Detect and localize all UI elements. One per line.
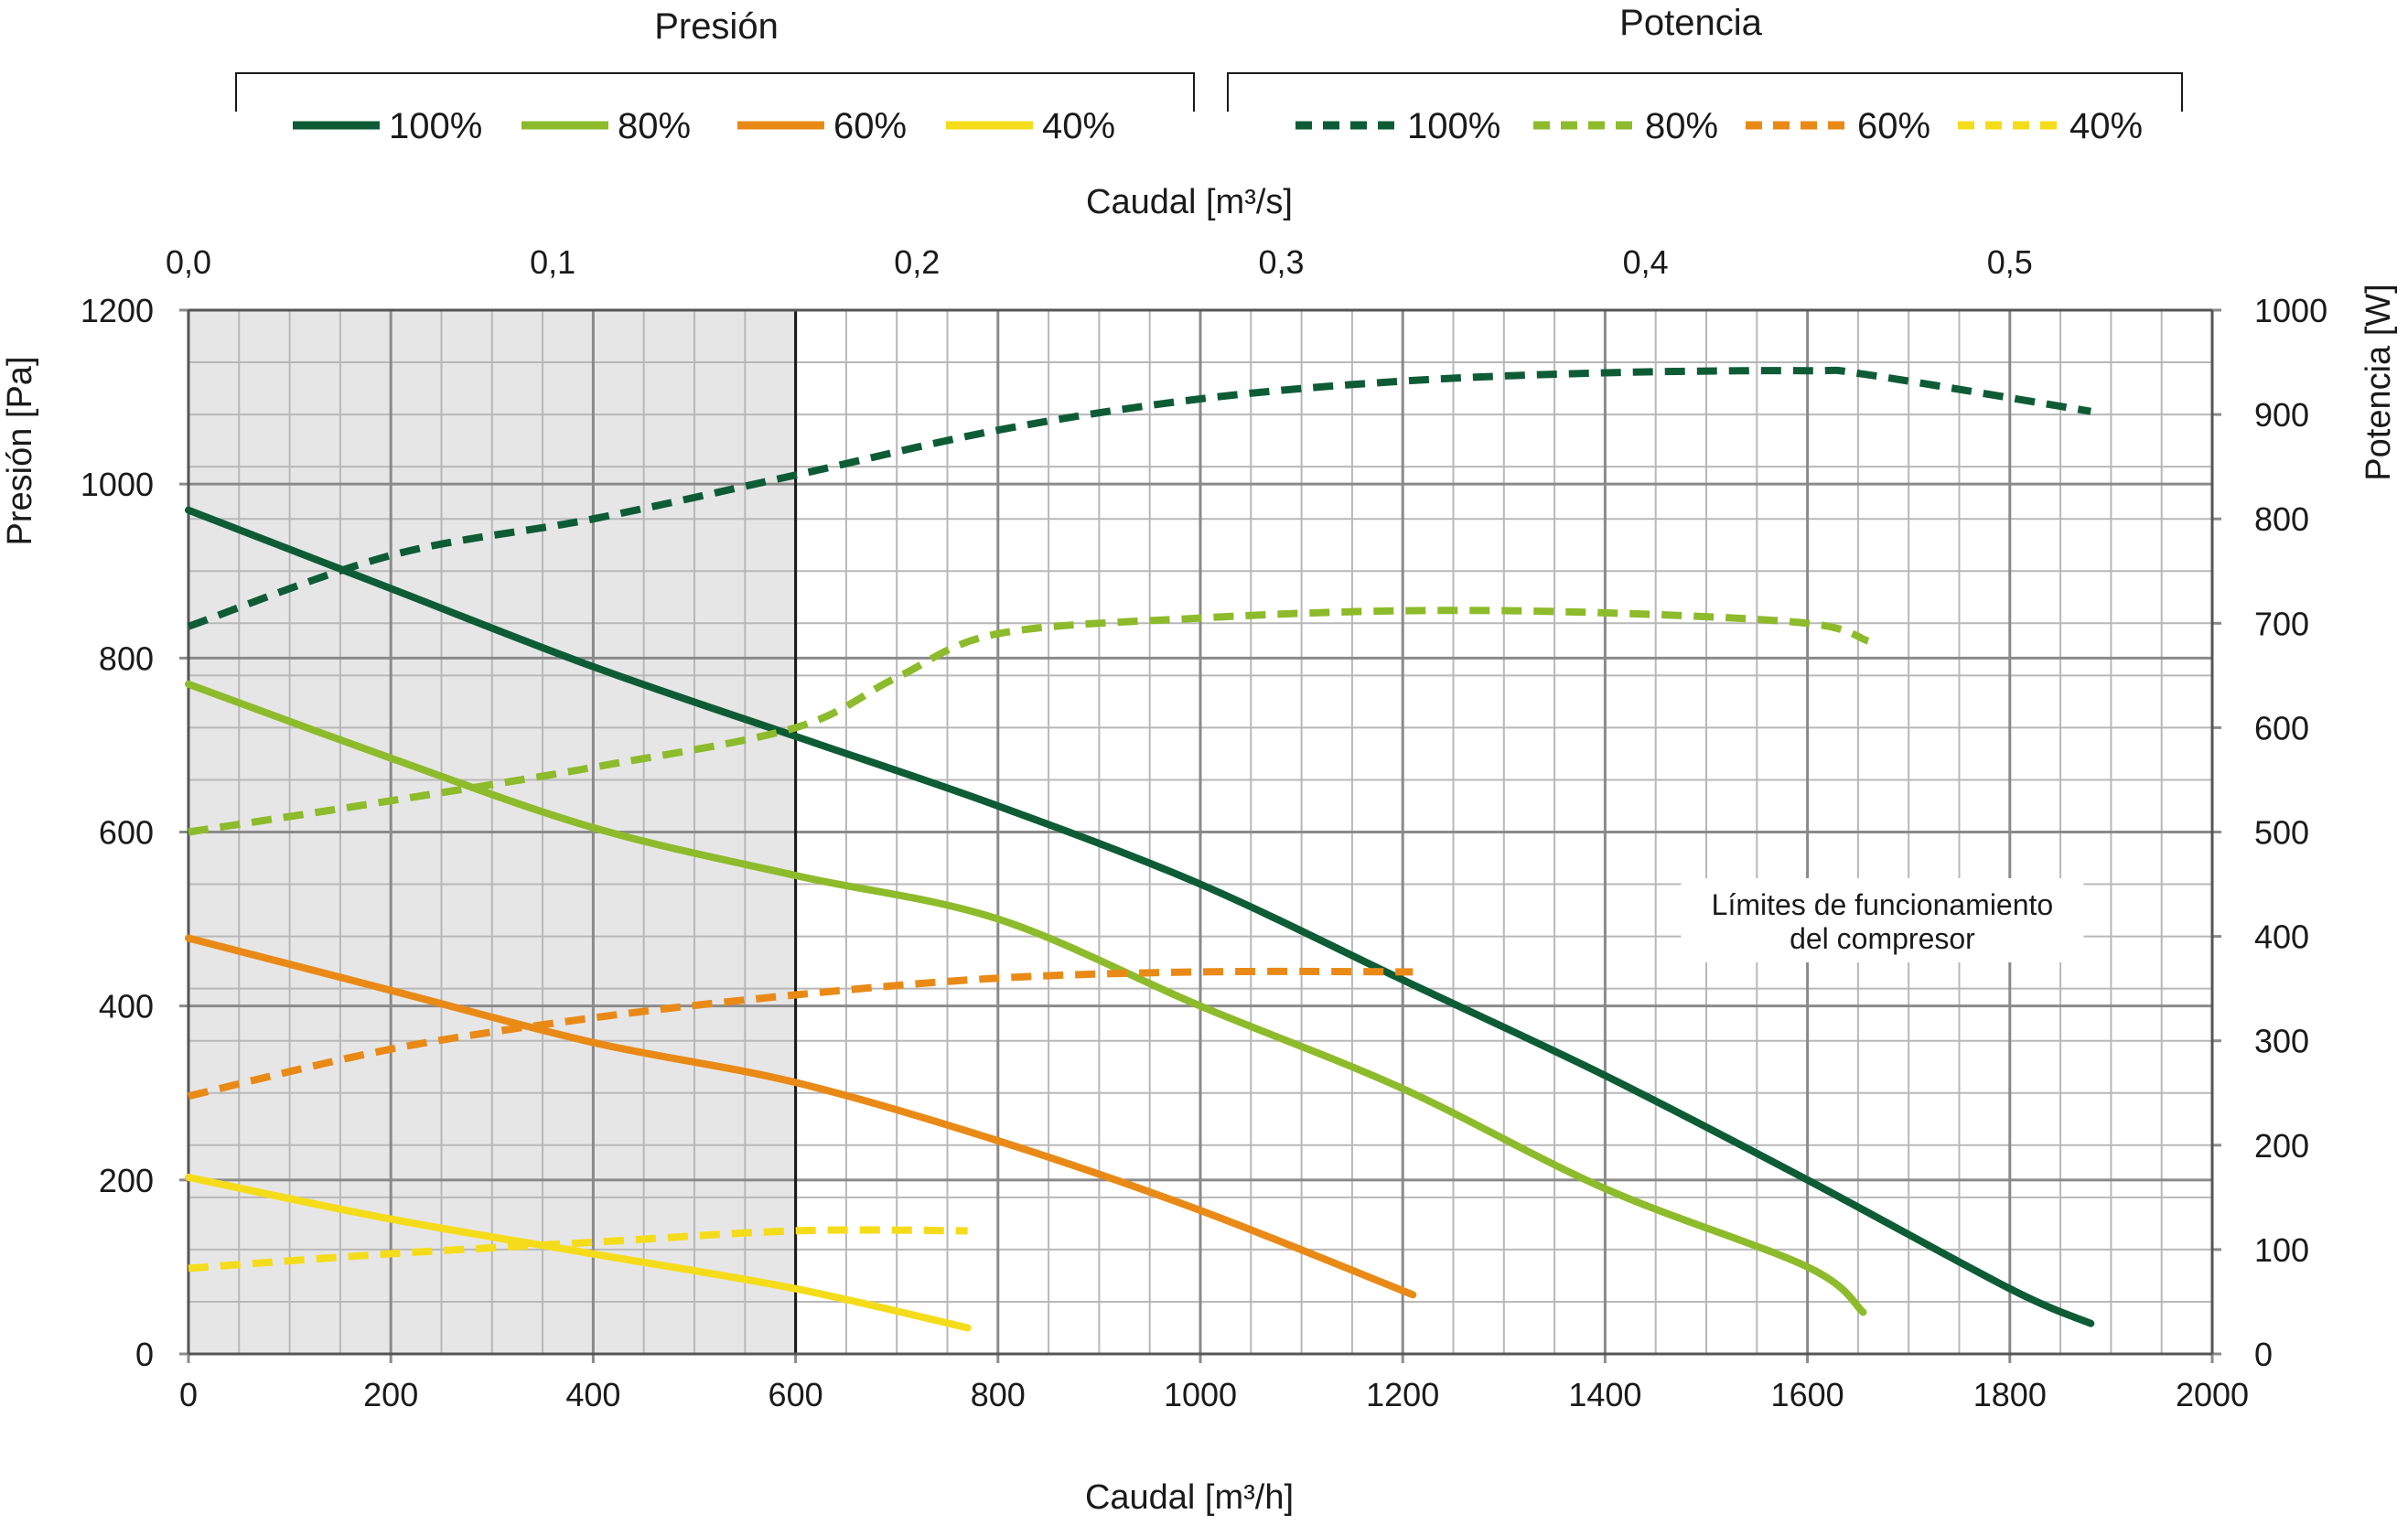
legend-power-label: 80%	[1645, 106, 1718, 146]
y-right-tick-label: 800	[2254, 500, 2309, 538]
annotation-text: del compresor	[1790, 922, 1975, 955]
x-top-tick-label: 0,0	[166, 243, 211, 281]
legend-pressure-label: 40%	[1042, 106, 1115, 146]
x-bottom-tick-label: 800	[971, 1376, 1026, 1413]
y-right-tick-label: 600	[2254, 709, 2309, 746]
x-top-tick-label: 0,4	[1623, 243, 1669, 281]
x-top-axis-title: Caudal [m³/s]	[1086, 183, 1293, 221]
legend-pressure-label: 80%	[618, 106, 691, 146]
y-right-tick-label: 0	[2254, 1336, 2273, 1373]
power-line-40	[188, 1226, 968, 1273]
legend-power-label: 40%	[2069, 106, 2143, 146]
y-left-tick-label: 1000	[81, 466, 154, 503]
y-right-axis-title: Potencia [W]	[2360, 284, 2398, 480]
legend-power-bracket	[1227, 72, 2183, 112]
annotation-box	[1681, 878, 2084, 962]
legend: Presión Potencia 100% 100% 80% 80% 60% 60% 40%…	[235, 3, 2183, 146]
y-right-tick-label: 400	[2254, 918, 2309, 956]
y-right-tick-label: 300	[2254, 1023, 2309, 1060]
y-left-tick-label: 600	[99, 814, 154, 852]
legend-power-title: Potencia	[1619, 3, 1762, 43]
legend-power-label: 100%	[1407, 106, 1500, 146]
pressure-line-100	[185, 506, 2095, 1327]
y-right-tick-label: 100	[2254, 1231, 2309, 1269]
x-bottom-axis-title: Caudal [m³/h]	[1085, 1478, 1294, 1517]
x-bottom-tick-label: 1200	[1366, 1376, 1439, 1413]
x-bottom-tick-label: 1000	[1164, 1376, 1237, 1413]
x-top-tick-label: 0,5	[1987, 243, 2033, 281]
y-right-tick-label: 1000	[2254, 292, 2327, 329]
y-right-tick-label: 700	[2254, 605, 2309, 642]
legend-pressure-title: Presión	[654, 6, 779, 47]
plot-area: 0 200 400 600 800 1000 1200 1400 1600 1800 2000020…	[81, 243, 2327, 1413]
power-line-60	[188, 967, 1414, 1101]
legend-pressure-label: 100%	[389, 106, 482, 146]
y-left-tick-label: 200	[99, 1162, 154, 1199]
x-bottom-tick-label: 1800	[1973, 1376, 2047, 1413]
annotation-text: Límites de funcionamiento	[1712, 888, 2054, 921]
x-top-tick-label: 0,1	[530, 243, 575, 281]
power-line-100	[187, 366, 2091, 630]
y-left-tick-label: 400	[99, 988, 154, 1026]
y-left-axis-title: Presión [Pa]	[1, 357, 39, 546]
legend-pressure-label: 60%	[833, 106, 907, 146]
x-bottom-tick-label: 1600	[1771, 1376, 1844, 1413]
x-bottom-tick-label: 400	[565, 1376, 620, 1413]
x-top-tick-label: 0,3	[1258, 243, 1304, 281]
x-bottom-tick-label: 200	[363, 1376, 418, 1413]
x-top-tick-label: 0,2	[894, 243, 940, 281]
x-bottom-tick-label: 600	[769, 1376, 823, 1413]
legend-pressure-bracket	[235, 72, 1195, 112]
pressure-line-40	[185, 1173, 972, 1332]
y-right-tick-label: 200	[2254, 1127, 2309, 1165]
y-right-tick-label: 500	[2254, 814, 2309, 852]
y-left-tick-label: 1200	[81, 292, 154, 329]
y-left-tick-label: 0	[135, 1336, 154, 1373]
x-bottom-tick-label: 1400	[1568, 1376, 1641, 1413]
y-left-tick-label: 800	[99, 639, 154, 677]
pressure-line-60	[185, 934, 1417, 1299]
x-bottom-tick-label: 2000	[2176, 1376, 2249, 1413]
x-bottom-tick-label: 0	[179, 1376, 198, 1413]
power-line-80	[188, 607, 1870, 836]
legend-power-label: 60%	[1857, 106, 1930, 146]
y-right-tick-label: 900	[2254, 396, 2309, 434]
